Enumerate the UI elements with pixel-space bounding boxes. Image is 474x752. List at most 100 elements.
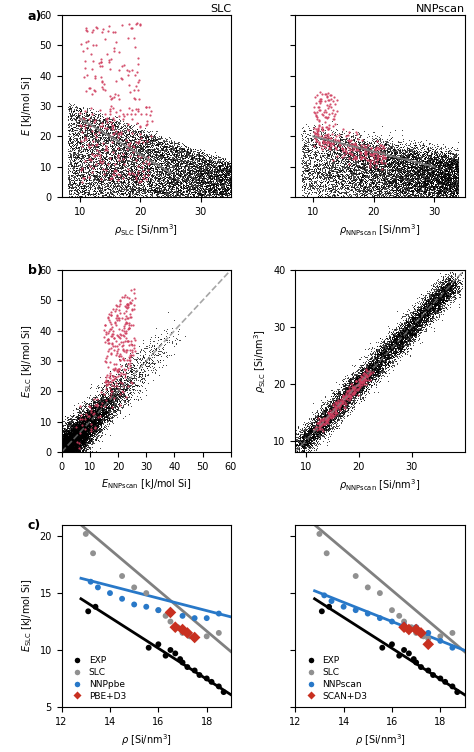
Point [71, 168, 78, 180]
Point [83, 412, 91, 424]
Point [353, 373, 360, 385]
Point [91, 410, 98, 422]
Point [164, 155, 172, 167]
Point [64, 446, 71, 458]
Point [106, 174, 114, 186]
Point [106, 378, 113, 390]
Point [420, 186, 428, 199]
Point [372, 162, 379, 174]
Point [97, 143, 104, 155]
Point [418, 167, 425, 179]
Point [401, 168, 409, 180]
Point [424, 309, 431, 321]
Point [310, 430, 317, 442]
Point [205, 156, 212, 168]
Point [76, 446, 84, 458]
Point [355, 378, 362, 390]
Point [79, 438, 86, 450]
Point [73, 444, 80, 456]
Point [392, 338, 399, 350]
Point [367, 177, 375, 189]
Point [374, 356, 382, 368]
Point [384, 141, 392, 153]
Point [423, 298, 430, 310]
Point [72, 411, 79, 423]
Point [65, 436, 73, 448]
Point [368, 181, 376, 193]
Point [98, 399, 105, 411]
Point [91, 138, 99, 150]
Point [75, 424, 82, 436]
Point [99, 190, 107, 202]
Point [427, 172, 435, 184]
Point [313, 432, 321, 444]
Point [210, 183, 218, 195]
Point [441, 191, 449, 203]
Point [97, 395, 105, 407]
Point [62, 437, 70, 449]
Point [150, 147, 157, 159]
Point [116, 175, 124, 187]
Point [405, 326, 413, 338]
Point [97, 172, 105, 184]
Point [314, 188, 321, 200]
Point [136, 381, 143, 393]
Point [318, 158, 325, 170]
Point [403, 151, 411, 163]
Point [173, 184, 181, 196]
Point [369, 178, 377, 190]
Point [58, 444, 65, 456]
Point [151, 177, 159, 189]
Point [397, 151, 404, 163]
Point [73, 435, 80, 447]
Point [135, 172, 142, 184]
Point [66, 428, 74, 440]
Point [334, 399, 341, 411]
Point [201, 178, 209, 190]
Point [101, 428, 109, 440]
Point [121, 181, 128, 193]
Point [384, 337, 392, 349]
Point [375, 344, 383, 356]
Point [301, 174, 309, 186]
Point [437, 288, 444, 300]
Point [357, 376, 365, 388]
Point [381, 354, 389, 366]
Point [377, 361, 384, 373]
Point [135, 130, 142, 142]
Point [392, 332, 399, 344]
Point [422, 315, 429, 327]
Point [78, 150, 86, 162]
Point [369, 166, 377, 178]
Point [386, 340, 393, 352]
Point [300, 172, 307, 184]
Point [129, 168, 137, 180]
Point [345, 162, 353, 174]
Point [435, 273, 442, 285]
Point [223, 184, 230, 196]
Point [319, 398, 327, 410]
Point [341, 380, 349, 392]
Point [65, 438, 73, 450]
Point [341, 172, 349, 184]
Point [77, 432, 85, 444]
Point [58, 446, 65, 458]
Point [106, 393, 114, 405]
Point [392, 330, 400, 342]
Point [62, 438, 70, 450]
Point [216, 155, 224, 167]
Point [426, 292, 434, 304]
Point [419, 310, 427, 322]
Point [437, 180, 445, 193]
Point [400, 308, 407, 320]
Point [82, 170, 89, 182]
Point [96, 403, 104, 415]
Point [306, 180, 313, 193]
Point [58, 442, 65, 454]
Point [329, 150, 337, 162]
Point [149, 150, 156, 162]
Point [132, 147, 140, 159]
Point [374, 354, 381, 366]
Point [376, 360, 383, 372]
Point [82, 429, 90, 441]
